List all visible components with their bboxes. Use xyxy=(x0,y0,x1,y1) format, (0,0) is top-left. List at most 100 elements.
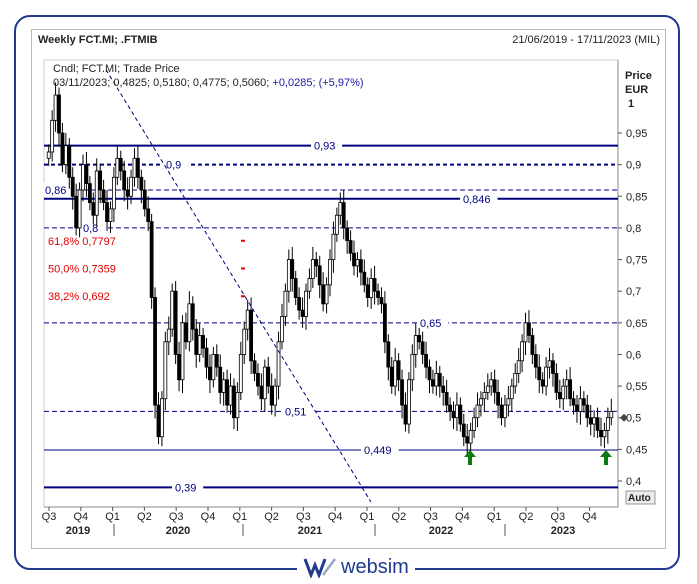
candle-body xyxy=(458,404,463,425)
candle-body xyxy=(581,398,586,406)
candle-body xyxy=(479,398,483,406)
candle-body xyxy=(70,176,75,197)
quarter-label: Q1 xyxy=(232,511,247,523)
candle-body xyxy=(170,290,175,330)
candle-body xyxy=(101,189,106,203)
candle-body xyxy=(184,322,188,343)
candle-body xyxy=(417,335,422,343)
level-label: 0,449 xyxy=(364,445,392,457)
candle-body xyxy=(396,360,401,381)
candle-body xyxy=(334,214,339,235)
candle-body xyxy=(242,328,247,355)
candle-body xyxy=(218,366,223,393)
candle-body xyxy=(382,303,387,343)
level-label-bg xyxy=(311,138,343,152)
candle-body xyxy=(434,373,439,387)
candle-body xyxy=(461,423,466,438)
candle-body xyxy=(561,385,566,400)
candle-body xyxy=(115,157,120,178)
candle-body xyxy=(153,297,157,406)
candle-body xyxy=(166,328,171,343)
info-line-2: 03/11/2023; 0,4825; 0,5180; 0,4775; 0,50… xyxy=(53,77,364,89)
quarter-label: Q2 xyxy=(264,511,279,523)
candle-body xyxy=(585,404,590,419)
candle-body xyxy=(595,417,600,431)
candle-body xyxy=(365,284,370,298)
candle-body xyxy=(472,417,476,431)
candle-body xyxy=(74,195,79,229)
candle-body xyxy=(492,379,497,393)
candle-body xyxy=(310,259,315,279)
candle-body xyxy=(444,392,449,406)
candle-body xyxy=(575,404,579,412)
candle-body xyxy=(520,341,524,362)
candle-body xyxy=(245,309,250,330)
candle-body xyxy=(482,392,487,400)
quarter-label: Q3 xyxy=(42,511,57,523)
candle-body xyxy=(424,354,428,368)
y-tick-label: 0,45 xyxy=(626,444,647,456)
trendline-line xyxy=(105,69,372,503)
fib-mark xyxy=(241,239,245,242)
candle-body xyxy=(53,94,58,121)
candle-body xyxy=(249,309,254,362)
candle-body xyxy=(348,240,353,254)
candle-body xyxy=(475,404,480,419)
candle-body xyxy=(94,170,99,216)
candle-body xyxy=(568,379,573,400)
fib-label: 61,8% 0,7797 xyxy=(48,236,116,248)
candle-body xyxy=(201,335,205,349)
candle-body xyxy=(509,385,514,400)
candle-body xyxy=(266,366,271,387)
fib-label: 38,2% 0,692 xyxy=(48,291,110,303)
candle-body xyxy=(60,132,65,166)
candle-body xyxy=(499,404,504,419)
candle-body xyxy=(451,410,456,419)
candle-body xyxy=(547,360,552,368)
candle-body xyxy=(125,189,130,197)
candle-body xyxy=(427,366,432,381)
quarter-label: Q3 xyxy=(550,511,565,523)
candle-body xyxy=(437,373,442,387)
candle-body xyxy=(352,252,356,267)
candle-body xyxy=(84,164,89,185)
candle-body xyxy=(98,170,103,191)
level-label-bg xyxy=(361,442,399,456)
websim-logo-text: websim xyxy=(341,555,409,578)
level-label-bg xyxy=(80,220,105,234)
arrows xyxy=(464,450,612,465)
candle-body xyxy=(516,360,521,374)
candle-body xyxy=(91,202,96,216)
candle-body xyxy=(211,354,216,381)
candle-body xyxy=(431,379,435,387)
candle-body xyxy=(111,176,116,210)
last-price-marker xyxy=(620,413,628,422)
horizontal-levels: 0,93 0,9 0,86 0,846 0,8 0,65 0,51 0,449 0,39 xyxy=(42,138,618,494)
quarter-label: Q4 xyxy=(455,511,470,523)
candle-body xyxy=(533,354,538,368)
auto-button[interactable]: Auto xyxy=(625,490,656,505)
candle-body xyxy=(262,366,267,400)
candle-body xyxy=(57,94,61,134)
candle-body xyxy=(523,322,528,343)
candle-body xyxy=(290,259,295,279)
info-ohlc: 03/11/2023; 0,4825; 0,5180; 0,4775; 0,50… xyxy=(53,77,269,89)
candle-body xyxy=(50,119,55,153)
info-change: +0,0285; (+5,97%) xyxy=(272,77,363,89)
candle-body xyxy=(506,398,511,406)
candle-body xyxy=(232,385,236,419)
candle-body xyxy=(551,360,555,374)
candle-body xyxy=(369,278,374,298)
candle-body xyxy=(448,404,452,412)
candle-body xyxy=(286,259,291,292)
candles xyxy=(46,82,614,457)
candle-body xyxy=(393,360,398,387)
candle-body xyxy=(197,335,202,355)
candle-body xyxy=(537,366,542,381)
candle-body xyxy=(142,189,147,210)
candle-body xyxy=(129,176,133,197)
candle-body xyxy=(379,297,384,305)
websim-logo: websim xyxy=(297,555,415,579)
candle-body xyxy=(530,335,535,355)
